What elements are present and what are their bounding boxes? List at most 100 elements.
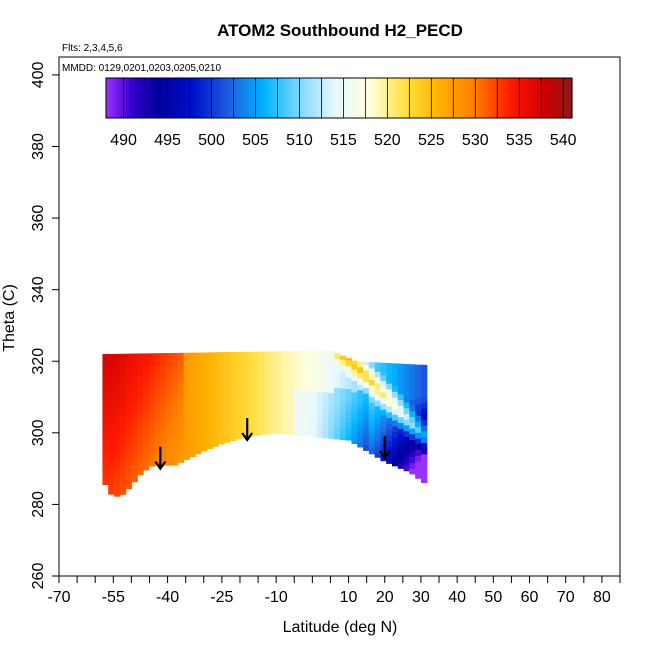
arrow-head [378,450,391,460]
x-tick-label: 20 [376,589,394,606]
heatmap-cell [391,448,399,455]
colorbar-segment [304,78,308,118]
heatmap-cell [253,366,260,373]
heatmap-cell [316,362,324,369]
heatmap-cell [108,379,115,386]
heatmap-cell [368,442,376,449]
heatmap-cell [160,390,167,397]
colorbar-segment [516,78,521,118]
heatmap-cell [212,360,219,367]
colorbar-segment [522,78,526,118]
colorbar-segment [443,78,448,118]
heatmap-cell [415,409,422,416]
heatmap-cell [281,353,289,360]
heatmap-cell [177,352,185,354]
colorbar-segment [548,78,553,118]
heatmap-cell [218,380,225,388]
heatmap-cell [206,408,214,415]
heatmap-cell [119,391,127,398]
heatmap-cell [415,455,422,462]
heatmap-cell [142,441,150,448]
heatmap-cell [229,366,237,373]
heatmap-cell [125,425,132,432]
colorbar-segment [423,78,427,118]
heatmap-cell [334,393,341,400]
heatmap-cell [195,419,202,426]
heatmap-cell [305,418,312,426]
heatmap-cell [200,439,208,446]
heatmap-cell [363,410,370,417]
heatmap-cell [119,368,127,375]
heatmap-cell [397,399,405,406]
heatmap-cell [264,376,271,383]
heatmap-cell [258,383,266,390]
heatmap-cell [235,387,243,394]
colorbar-segment [283,78,288,118]
heatmap-cell [171,361,179,369]
heatmap-cell [235,370,243,377]
heatmap-cell [357,406,364,414]
heatmap-cell [403,396,410,403]
heatmap-cell [258,405,266,413]
heatmap-cell [125,402,132,409]
heatmap-cell [148,431,156,438]
heatmap-cell [276,351,283,354]
heatmap-cell [125,408,132,415]
heatmap-cell [328,352,335,359]
arrow-markers [154,417,391,471]
heatmap-cell [322,397,329,404]
heatmap-cell [299,406,306,414]
heatmap-cell [287,388,295,395]
heatmap-cell [171,373,179,380]
colorbar-segment [417,78,422,118]
heatmap-cell [386,428,393,436]
heatmap-cell [189,439,196,446]
heatmap-cell [224,352,231,357]
heatmap-cell [357,435,364,442]
heatmap-cell [380,437,387,445]
heatmap-cell [258,400,266,407]
heatmap-cell [363,361,370,365]
heatmap-cell [224,390,231,397]
heatmap-cell [177,393,185,400]
heatmap-cell [403,447,410,455]
colorbar-segment [513,78,518,118]
heatmap-cell [386,363,393,367]
heatmap-cell [420,465,428,472]
heatmap-cell [224,430,231,438]
heatmap-cell [206,373,214,381]
heatmap-cell [339,370,347,378]
heatmap-cell [189,359,196,366]
heatmap-cell [212,365,219,373]
heatmap-cell [102,450,109,457]
heatmap-cell [125,419,132,427]
heatmap-cell [374,388,381,395]
heatmap-cell [293,383,300,390]
heatmap-cell [276,393,283,400]
colorbar-segment [534,78,538,118]
heatmap-cell [171,430,179,438]
heatmap-cell [374,422,381,430]
heatmap-cell [195,373,202,380]
colorbar-segment [269,78,273,118]
heatmap-cell [415,438,422,445]
colorbar-segment [146,78,151,118]
colorbar-segment [298,78,302,118]
heatmap-cell [293,377,300,384]
heatmap-cell [218,375,225,382]
heatmap-cell [171,384,179,392]
heatmap-cell [276,427,283,434]
heatmap-cell [368,362,376,369]
heatmap-cell [258,371,266,378]
heatmap-cell [420,453,428,461]
heatmap-cell [420,436,428,443]
y-tick-label: 300 [30,419,47,446]
heatmap-cell [368,367,376,375]
heatmap-cell [264,351,271,355]
heatmap-cell [391,397,399,404]
heatmap-cell [160,447,167,455]
heatmap-cell [108,453,115,461]
heatmap-cell [119,356,127,364]
heatmap-cell [339,405,347,412]
heatmap-cell [195,430,202,438]
